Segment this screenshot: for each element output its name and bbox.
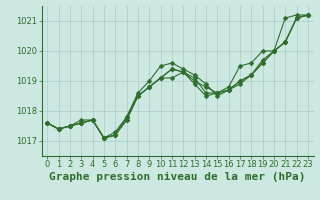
X-axis label: Graphe pression niveau de la mer (hPa): Graphe pression niveau de la mer (hPa)	[49, 172, 306, 182]
